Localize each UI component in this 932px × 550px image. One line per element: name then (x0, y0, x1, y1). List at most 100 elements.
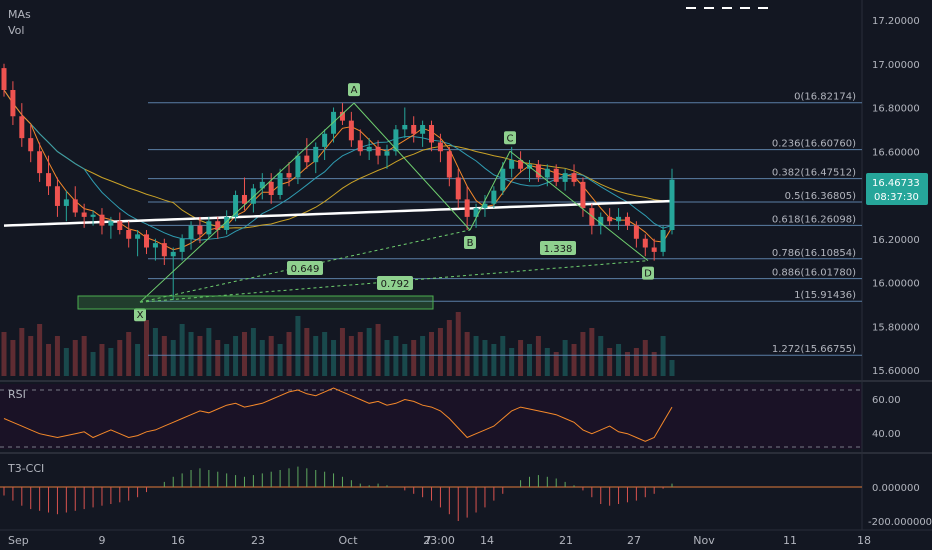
pattern-point-label-bg (134, 308, 146, 322)
time-axis-label: Oct (338, 534, 358, 547)
candle-body (90, 214, 96, 217)
time-axis-label: 11 (783, 534, 797, 547)
volume-bar (357, 332, 363, 376)
fib-level-label: 0.5(16.36805) (785, 191, 857, 202)
price-tick-label: 17.20000 (872, 16, 920, 27)
pattern-point-label: C (507, 133, 514, 144)
volume-bar (669, 360, 675, 376)
candle-body (429, 125, 435, 143)
candle-body (10, 90, 16, 117)
candle-body (152, 243, 158, 248)
candle-body (313, 146, 319, 163)
moving-averages-layer (3, 89, 673, 251)
volume-bar (429, 332, 435, 376)
price-tick-label: 17.00000 (872, 60, 920, 71)
volume-bar (633, 348, 639, 376)
pattern-ratio-bg (377, 276, 413, 290)
fib-level-label: 0.786(16.10854) (772, 248, 856, 259)
volume-bar (224, 344, 230, 376)
volume-bar (63, 348, 69, 376)
candle-body (277, 173, 283, 195)
volume-bar (607, 348, 613, 376)
legend-vol[interactable]: Vol (8, 24, 24, 37)
volume-bar (117, 340, 123, 376)
volume-bar (544, 348, 550, 376)
time-axis-label: 14 (480, 534, 494, 547)
volume-bar (277, 344, 283, 376)
volume-bar (161, 336, 167, 376)
volume-bar (170, 340, 176, 376)
volume-bar (152, 328, 158, 376)
time-axis-label: 9 (99, 534, 106, 547)
pattern-point-label-bg (464, 236, 476, 249)
volume-bar (393, 336, 399, 376)
fibonacci-retracement[interactable]: 0(16.82174) 0.236(16.60760) 0.382(16.47512… (148, 92, 862, 356)
volume-bar (144, 320, 150, 376)
volume-bar (81, 336, 87, 376)
time-axis[interactable]: Sep 9 16 23 Oct 723:00 14 21 27 Nov 11 18 (8, 534, 871, 547)
candle-body (322, 133, 328, 147)
cci-histogram (3, 466, 673, 521)
volume-bar (589, 328, 595, 376)
pattern-ratio-bg (287, 261, 323, 275)
candle-body (544, 168, 550, 178)
volume-bar (197, 336, 203, 376)
volume-bar (660, 336, 666, 376)
volume-bar (437, 328, 443, 376)
price-tick-label: 16.00000 (872, 279, 920, 290)
volume-bar (518, 340, 524, 376)
price-tick-label: 16.60000 (872, 147, 920, 158)
legend-mas[interactable]: MAs (8, 8, 31, 21)
rsi-line (3, 387, 673, 442)
volume-bar (188, 332, 194, 376)
candle-body (135, 234, 141, 239)
volume-bar (215, 340, 221, 376)
candle-body (144, 234, 150, 248)
pattern-leg (353, 102, 471, 231)
candle-body (616, 216, 622, 222)
pattern-point-label: B (467, 238, 474, 249)
candle-body (660, 230, 666, 252)
fib-level-label: 0.618(16.26098) (772, 214, 856, 225)
candle-body (188, 225, 194, 239)
volume-bar (99, 344, 105, 376)
volume-bar (54, 336, 60, 376)
xabcd-pattern[interactable]: X A B C D 0.649 0.792 1.338 (134, 83, 654, 322)
volume-bar (366, 328, 372, 376)
fib-level-label: 0(16.82174) (794, 92, 856, 103)
time-axis-label: 21 (559, 534, 573, 547)
bar-countdown: 08:37:30 (874, 192, 919, 203)
candle-body (19, 116, 25, 139)
volume-bar (322, 332, 328, 376)
candle-body (170, 251, 176, 257)
candle-body (482, 203, 488, 209)
volume-bar (37, 324, 43, 376)
volume-bar (526, 344, 532, 376)
volume-bar (509, 348, 515, 376)
volume-bar (375, 324, 381, 376)
candle-body (402, 125, 408, 130)
volume-bar (90, 352, 96, 376)
volume-bar (420, 336, 426, 376)
pattern-ratio-label: 0.649 (291, 264, 320, 275)
candle-body (197, 225, 203, 235)
candle-body (607, 216, 613, 222)
volume-bar (642, 340, 648, 376)
volume-bar (126, 332, 132, 376)
volume-bar (286, 332, 292, 376)
volume-bar (491, 344, 497, 376)
volume-bar (313, 336, 319, 376)
pane-label-rsi[interactable]: RSI (8, 388, 26, 401)
candle-body (339, 111, 345, 121)
candle-body (295, 155, 301, 178)
pattern-leg (139, 102, 355, 303)
pane-label-cci[interactable]: T3-CCI (7, 462, 44, 475)
current-price: 16.46733 (872, 178, 920, 189)
price-tick-label: 16.80000 (872, 104, 920, 115)
target-zone-rect[interactable] (77, 295, 434, 310)
candle-body (535, 164, 541, 178)
candle-body (348, 120, 354, 141)
volume-bar (295, 316, 301, 376)
volume-bar (464, 332, 470, 376)
